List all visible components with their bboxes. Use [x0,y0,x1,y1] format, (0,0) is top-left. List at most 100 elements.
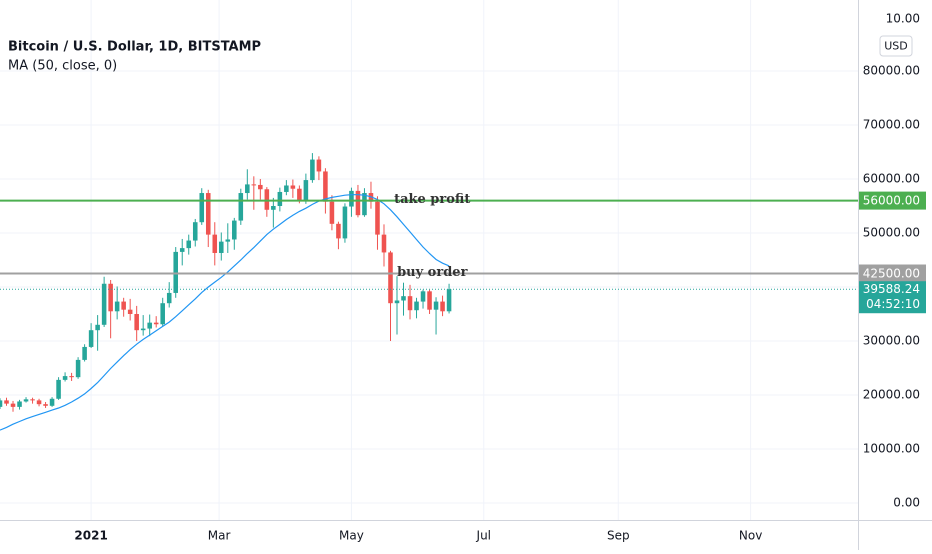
candle-body [127,309,133,314]
candle-body [69,376,74,378]
indicator-legend: MA (50, close, 0) [8,59,117,74]
candle-body [290,185,296,189]
candle-body [75,359,81,378]
y-tick-label: 30000.00 [863,333,920,347]
candle-body [147,322,152,329]
level-annotation: take profit [394,192,470,207]
candle-body [219,241,224,253]
y-tick-label: 50000.00 [863,226,920,240]
candle-body [153,322,159,325]
y-tick-label: 60000.00 [863,172,920,186]
candle-body [10,403,16,407]
candle-body [121,301,126,310]
candle-body [192,222,198,241]
candle-body [316,159,322,172]
candle-body [394,300,400,304]
candle-body [342,206,348,239]
y-tick-label: 0.00 [893,495,920,509]
candle-body [245,184,250,194]
currency-label[interactable]: USD [884,40,908,53]
candle-body [108,283,113,312]
candle-body [433,301,439,310]
candle-body [362,193,367,216]
candle-body [258,184,263,190]
candle-body [186,240,192,249]
candle-body [114,301,120,312]
y-tick-label: 70000.00 [863,118,920,132]
candle-body [336,223,341,239]
candle-body [284,185,289,192]
x-tick-label: Mar [208,529,231,543]
candle-body [62,376,68,380]
level-price-box [859,191,926,210]
candle-body [173,251,178,293]
candle-body [375,201,380,235]
y-tick-label: 10000.00 [863,441,920,455]
candle-body [30,399,35,401]
candle-body [199,193,205,223]
level-price-box [859,264,926,283]
candle-body [323,171,328,202]
candle-body [297,188,302,201]
candle-body [49,398,55,406]
candle-body [166,292,172,304]
x-tick-label: Jul [476,529,491,543]
candle-body [17,401,22,407]
candle-body [88,330,94,347]
candle-body [264,189,270,210]
candle-body [355,190,361,216]
candle-body [0,400,3,407]
level-price-label: 42500.00 [863,266,920,280]
candle-body [251,184,257,186]
candle-body [140,328,146,331]
moving-average-line [0,194,450,431]
candle-body [329,201,335,224]
candle-body [381,234,387,253]
candle-body [95,324,100,331]
y-tick-label: 80000.00 [863,64,920,78]
currency-button[interactable] [879,35,913,57]
candle-body [238,193,244,221]
candle-body [82,346,87,360]
x-tick-label: May [339,529,364,543]
candle-body [36,400,42,405]
candle-body [212,234,218,253]
axis-top-label: 10.00 [886,12,920,26]
candle-body [4,400,9,404]
x-tick-label: Nov [739,529,762,543]
candle-body [388,252,393,304]
candle-body [310,159,315,181]
candle-body [43,404,48,406]
candle-body [277,191,283,207]
candle-body [440,301,445,312]
level-annotation: buy order [397,265,468,280]
candle-body [303,180,309,201]
candle-body [271,206,276,210]
countdown-label: 04:52:10 [866,297,920,311]
x-tick-label: Sep [607,529,630,543]
candle-body [427,291,432,310]
candle-body [56,379,61,399]
chart-title: Bitcoin / U.S. Dollar, 1D, BITSTAMP [8,40,261,55]
candle-body [101,283,107,325]
candle-body [134,313,139,331]
candle-body [205,193,211,235]
candle-body [179,248,185,252]
candle-body [23,399,29,402]
candle-body [349,190,354,207]
candle-body [420,291,426,302]
candle-body [407,296,413,311]
candle-body [401,296,406,301]
candle-body [160,303,165,325]
last-price-label: 39588.24 [863,282,920,296]
candle-body [414,301,419,311]
y-tick-label: 20000.00 [863,387,920,401]
x-tick-label: 2021 [74,529,107,543]
last-price-box [859,281,926,314]
candle-body [446,289,452,312]
level-price-label: 56000.00 [863,194,920,208]
candle-body [225,239,231,242]
candle-body [232,220,237,240]
